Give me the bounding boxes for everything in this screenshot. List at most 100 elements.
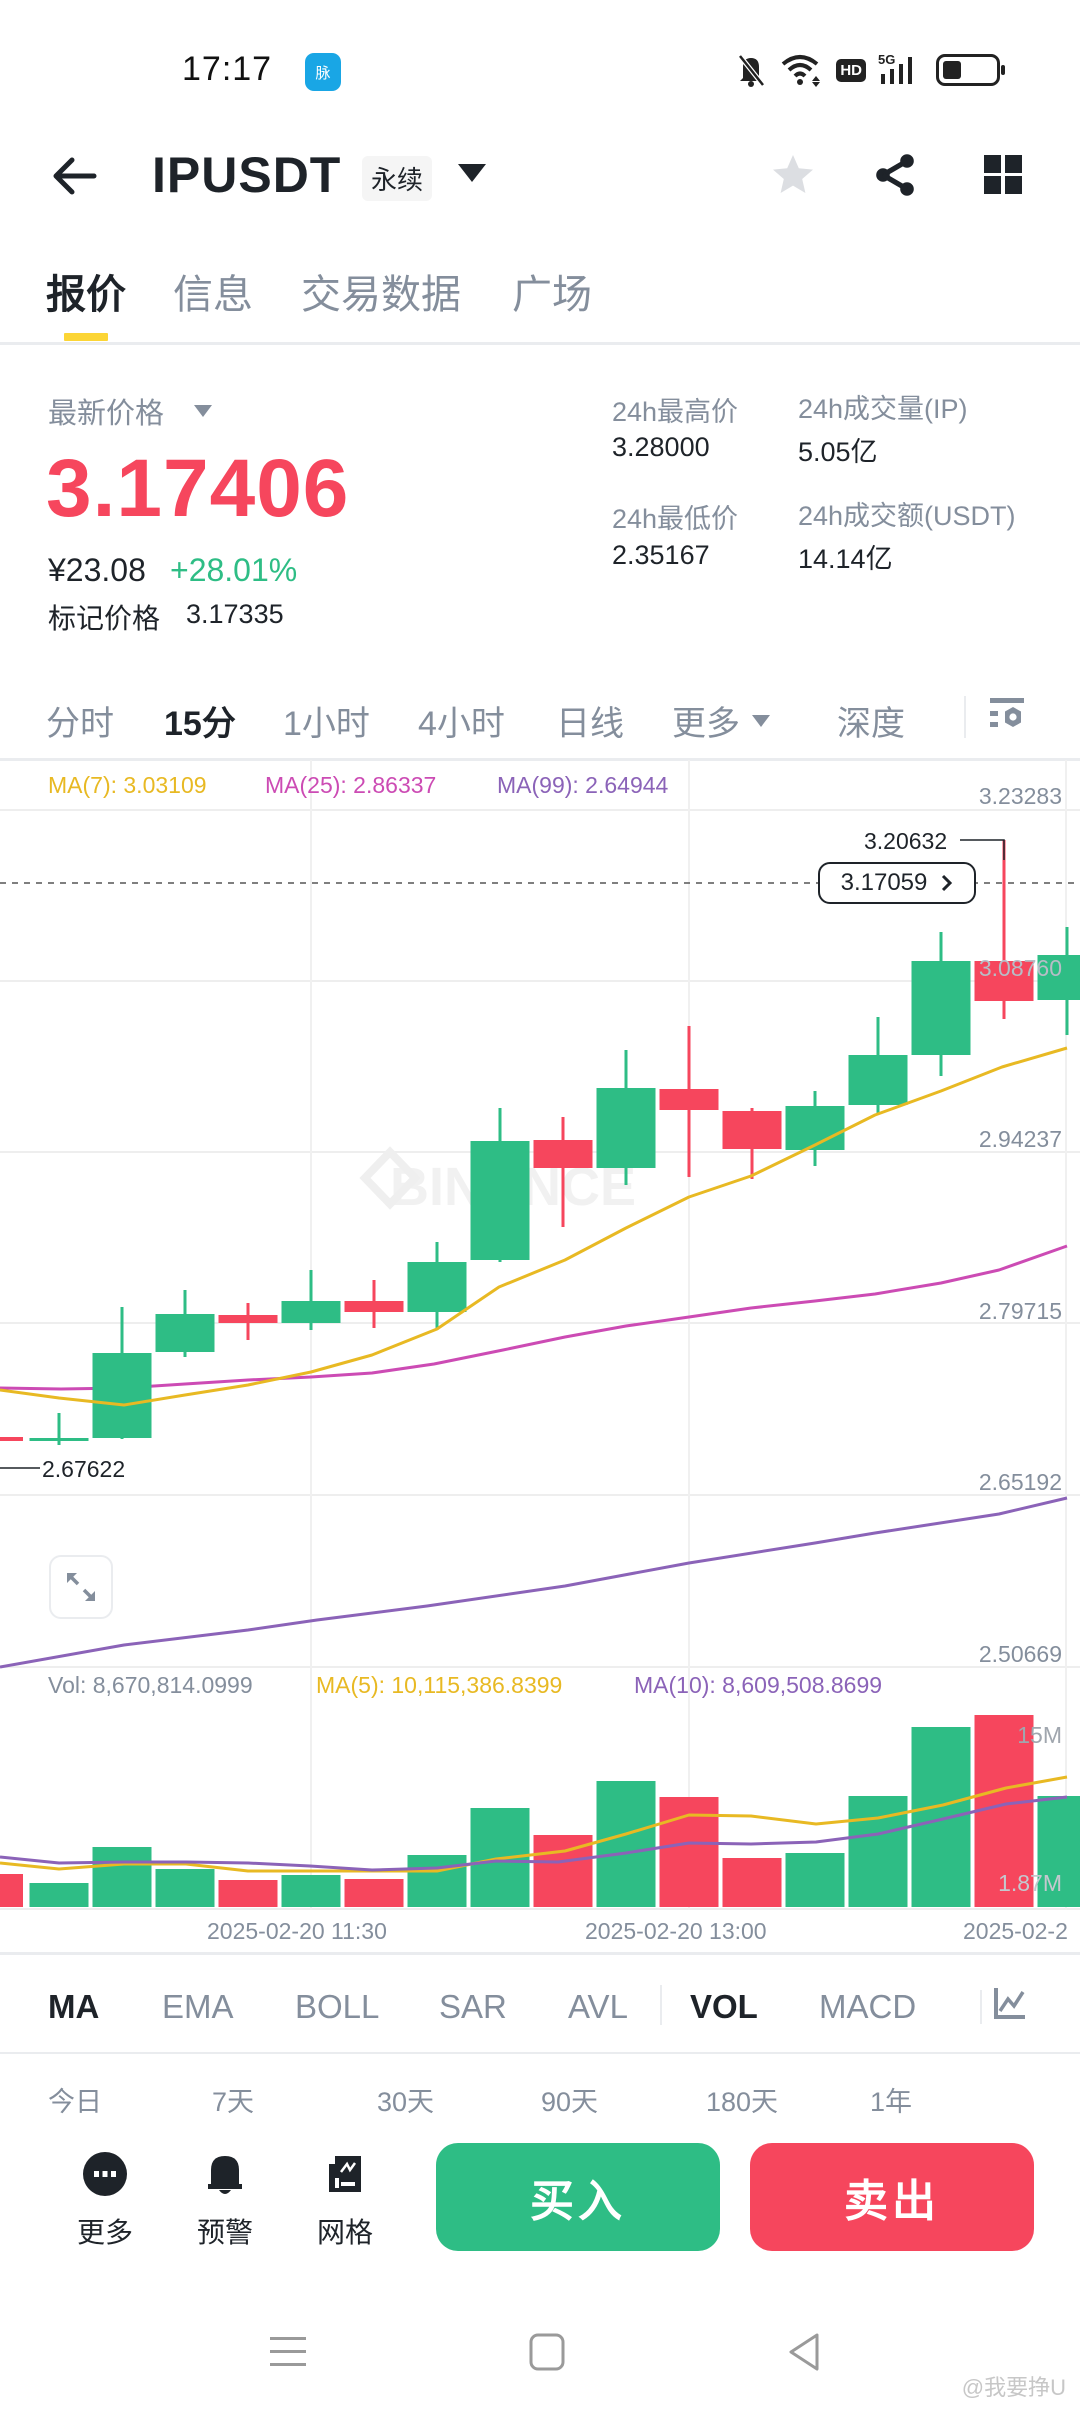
5g-signal-icon: 5G [878,52,912,84]
watermark: @我要挣U [961,2375,1066,2400]
y-axis-label: 3.23283 [978,783,1062,809]
interval-1d[interactable]: 日线 [556,705,624,743]
menu-icon [270,2337,306,2366]
active-tab-indicator [64,333,108,341]
share-icon [876,154,914,196]
divider [0,1952,1080,1955]
indicator-avl[interactable]: AVL [568,1988,628,2025]
y-axis-label: 2.79715 [978,1298,1062,1324]
volume-quote-label: 24h成交额(USDT) [798,501,1016,531]
grid-icon [984,155,1022,194]
volume-ma5-legend: MA(5): 10,115,386.8399 [316,1672,563,1698]
indicator-chart-icon [994,1988,1025,2019]
interval-more[interactable]: 更多 [672,696,770,745]
more-dots-icon [83,2152,127,2196]
grid-trading-icon [329,2156,361,2192]
star-icon [773,155,813,193]
tab-quote[interactable]: 报价 [46,273,126,317]
ma99-legend: MA(99): 2.64944 [497,772,669,798]
nav-home-button[interactable] [517,2322,577,2382]
y-axis-label: 2.50669 [978,1641,1062,1667]
interval-1h[interactable]: 1小时 [283,705,370,743]
last-price: 3.17406 [46,443,350,534]
tab-info[interactable]: 信息 [173,273,253,317]
indicator-ma[interactable]: MA [48,1988,100,2025]
buy-button[interactable]: 买入 [436,2143,720,2251]
expand-icon [67,1573,95,1601]
grid-trading-button[interactable]: 网格 [305,2150,385,2251]
volume-axis-max: 15M [1017,1722,1062,1748]
ma25-legend: MA(25): 2.86337 [265,772,437,798]
caret-down-icon[interactable] [458,164,486,182]
volume-base-value: 5.05亿 [798,437,878,467]
interval-15m[interactable]: 15分 [164,705,236,743]
more-button[interactable]: 更多 [65,2150,145,2251]
depth-tab[interactable]: 深度 [837,705,905,743]
range-30d[interactable]: 30天 [377,2087,435,2117]
share-button[interactable] [866,146,924,204]
time-axis-label: 2025-02-2 [963,1918,1068,1944]
chart-settings-icon [990,698,1024,727]
low-24h-label: 24h最低价 [612,504,739,534]
status-time: 17:17 [182,50,273,88]
tab-trading-data[interactable]: 交易数据 [301,273,461,317]
last-price-selector[interactable]: 最新价格 [48,390,213,432]
chevron-right-icon [942,874,953,892]
time-axis-label: 2025-02-20 11:30 [207,1918,387,1944]
caret-down-icon [752,714,770,727]
y-axis-label: 2.65192 [978,1469,1062,1495]
caret-down-icon [194,405,213,417]
sell-button[interactable]: 卖出 [750,2143,1034,2251]
bell-icon [208,2156,242,2194]
y-axis-label: 3.08760 [978,955,1062,981]
range-today[interactable]: 今日 [48,2087,102,2117]
divider [0,2052,1080,2054]
divider [980,1990,982,2024]
mute-bell-icon [738,54,766,87]
nav-menu-button[interactable] [258,2322,318,2382]
volume-quote-value: 14.14亿 [798,544,893,574]
volume-legend: Vol: 8,670,814.0999 [48,1672,253,1698]
range-1y[interactable]: 1年 [870,2087,913,2117]
high-marker-label: 3.20632 [864,828,948,854]
interval-4h[interactable]: 4小时 [418,705,505,743]
mark-price-label: 标记价格 [48,603,161,634]
indicator-sar[interactable]: SAR [439,1988,507,2025]
layout-button[interactable] [975,146,1033,204]
indicator-vol[interactable]: VOL [690,1988,758,2025]
indicator-macd[interactable]: MACD [819,1988,917,2025]
volume-axis-min: 1.87M [998,1870,1062,1896]
y-axis-label: 2.94237 [978,1126,1062,1152]
ma7-legend: MA(7): 3.03109 [48,772,207,798]
mark-price-value: 3.17335 [186,599,284,629]
hd-icon: HD [836,58,866,82]
arrow-left-icon [53,157,97,195]
status-icons: HD 5G [734,52,1005,88]
interval-timeline[interactable]: 分时 [46,705,114,743]
current-price-tag[interactable]: 3.17059 [818,862,976,904]
high-24h-label: 24h最高价 [612,397,739,427]
low-marker-label: 2.67622 [42,1456,126,1482]
change-percent: +28.01% [170,552,298,588]
range-7d[interactable]: 7天 [212,2087,255,2117]
notification-app-icon: 脉 [305,53,341,91]
indicator-settings-button[interactable] [992,1987,1026,2021]
chart-settings-button[interactable] [988,693,1028,737]
range-90d[interactable]: 90天 [541,2087,599,2117]
tab-square[interactable]: 广场 [512,273,592,317]
nav-back-button[interactable] [775,2322,835,2382]
pair-title[interactable]: IPUSDT [152,147,342,203]
back-button[interactable] [46,148,102,204]
range-180d[interactable]: 180天 [706,2087,779,2117]
indicator-ema[interactable]: EMA [162,1988,234,2025]
back-triangle-icon [789,2333,819,2371]
alert-button[interactable]: 预警 [185,2150,265,2251]
favorite-button[interactable] [764,146,822,204]
cny-price: ¥23.08 [48,552,146,588]
candlestick-chart[interactable]: BINANCE [0,760,1080,1955]
volume-base-label: 24h成交量(IP) [798,394,968,424]
indicator-boll[interactable]: BOLL [295,1988,380,2025]
contract-type-badge: 永续 [362,156,433,201]
fullscreen-button[interactable] [49,1555,113,1619]
divider [0,758,1080,761]
